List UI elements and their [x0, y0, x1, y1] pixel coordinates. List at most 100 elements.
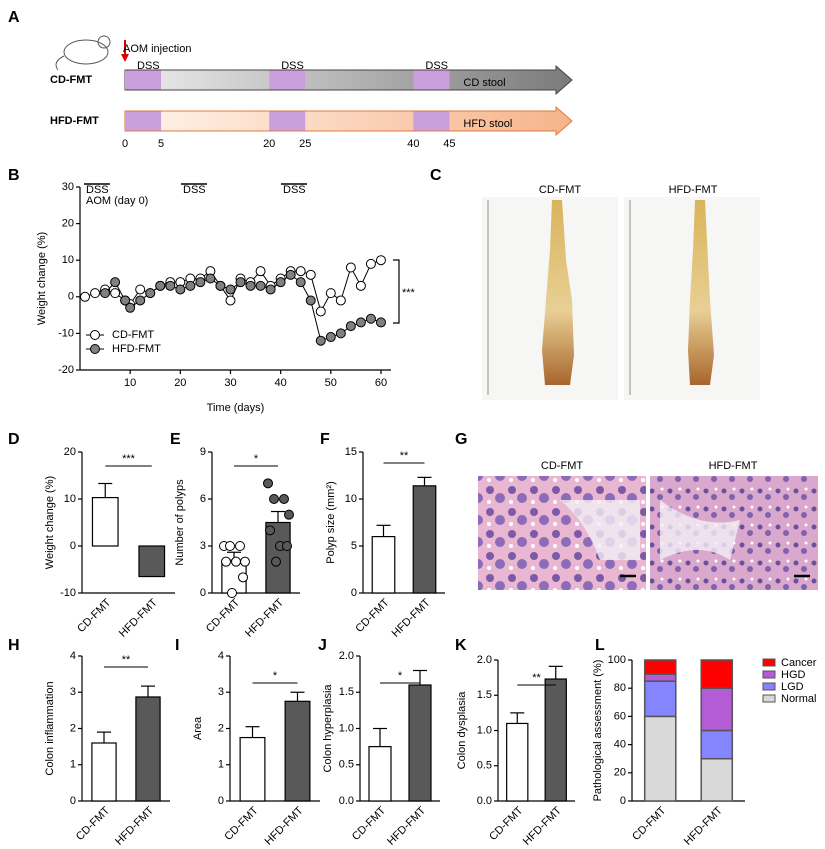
colon	[542, 200, 574, 385]
photo-label: HFD-FMT	[669, 184, 718, 196]
bar	[506, 722, 529, 802]
y-tick-label: 0	[200, 587, 206, 599]
y-tick-label: 1.5	[339, 686, 354, 698]
x-tick-label: 10	[124, 377, 136, 389]
bar-segment	[643, 680, 677, 718]
data-point	[165, 280, 176, 291]
significance: *	[398, 670, 403, 682]
colon	[688, 200, 714, 385]
bar-segment	[643, 659, 677, 675]
y-axis-label: Colon dysplasia	[456, 691, 468, 770]
photo-label: CD-FMT	[541, 460, 583, 472]
y-tick-label: -20	[58, 364, 74, 376]
data-point	[245, 280, 256, 291]
y-tick-label: 0	[70, 795, 76, 807]
data-point	[205, 273, 216, 284]
bar	[368, 746, 392, 802]
y-axis-label: Pathological assessment (%)	[592, 660, 604, 802]
row-label: HFD-FMT	[50, 115, 99, 127]
bar	[371, 535, 396, 594]
significance: *	[273, 670, 278, 682]
bar	[138, 545, 166, 578]
timeline-tick-label: 0	[122, 138, 128, 150]
timeline-bar	[124, 105, 573, 137]
data-point	[80, 291, 91, 302]
x-tick-label: 40	[275, 377, 287, 389]
legend-label: CD-FMT	[112, 329, 154, 341]
x-tick-label: 60	[375, 377, 387, 389]
panel-label: K	[455, 637, 467, 654]
dss-period	[269, 111, 306, 131]
significance: *	[254, 453, 259, 465]
y-axis-label: Polyp size (mm²)	[325, 481, 337, 564]
panel-label: L	[595, 637, 605, 654]
y-tick-label: 20	[614, 767, 626, 779]
dss-period	[413, 111, 450, 131]
stool-label: HFD stool	[463, 118, 512, 130]
y-tick-label: 3	[70, 686, 76, 698]
x-tick-label: HFD-FMT	[390, 596, 433, 639]
data-point	[355, 317, 366, 328]
significance-bracket	[393, 259, 400, 324]
data-point	[145, 288, 156, 299]
y-tick-label: 2.0	[477, 654, 492, 666]
data-point	[135, 284, 146, 295]
y-tick-label: 20	[64, 446, 76, 458]
panel-label: E	[170, 431, 181, 448]
legend-label: HFD-FMT	[112, 343, 161, 355]
data-point	[335, 328, 346, 339]
data-point	[335, 295, 346, 306]
x-tick-label: 50	[325, 377, 337, 389]
data-point	[255, 280, 266, 291]
legend-label: HGD	[781, 669, 806, 681]
x-tick-label: CD-FMT	[75, 596, 113, 634]
data-point	[325, 332, 336, 343]
significance: ***	[402, 287, 416, 299]
data-point	[225, 541, 235, 551]
data-point	[100, 288, 111, 299]
y-tick-label: 30	[62, 181, 74, 193]
y-tick-label: 1	[218, 759, 224, 771]
data-point	[185, 280, 196, 291]
data-point	[365, 258, 376, 269]
data-point	[110, 277, 121, 288]
stool-label: CD stool	[463, 77, 505, 89]
data-point	[238, 572, 248, 583]
panel-label: B	[8, 167, 20, 184]
bar	[412, 485, 437, 594]
data-point	[345, 321, 356, 332]
y-tick-label: 0	[70, 540, 76, 552]
legend-marker	[90, 344, 100, 354]
significance: **	[122, 654, 131, 666]
bar	[284, 700, 311, 802]
x-tick-label: HFD-FMT	[682, 804, 725, 847]
y-tick-label: 4	[70, 650, 76, 662]
timeline-tick-label: 40	[407, 138, 419, 150]
bar	[91, 742, 117, 802]
data-point	[135, 295, 146, 306]
y-tick-label: 4	[218, 650, 224, 662]
y-tick-label: 0	[218, 795, 224, 807]
data-point	[295, 266, 306, 277]
timeline-tick-label: 25	[299, 138, 311, 150]
legend-label: Normal	[781, 693, 816, 705]
y-tick-label: 2	[218, 722, 224, 734]
significance: ***	[122, 453, 136, 465]
data-point	[265, 525, 275, 536]
x-tick-label: HFD-FMT	[243, 596, 286, 639]
y-tick-label: 3	[200, 540, 206, 552]
x-tick-label: CD-FMT	[204, 596, 242, 634]
data-point	[375, 317, 386, 328]
bar-segment	[643, 715, 677, 802]
data-point	[235, 277, 246, 288]
x-tick-label: CD-FMT	[487, 804, 525, 842]
x-tick-label: 20	[174, 377, 186, 389]
y-axis-label: Weight change (%)	[36, 232, 48, 325]
data-point	[275, 277, 286, 288]
bar	[91, 496, 119, 547]
data-point	[325, 288, 336, 299]
x-tick-label: CD-FMT	[630, 804, 668, 842]
y-tick-label: 100	[608, 654, 626, 666]
data-point	[265, 284, 276, 295]
